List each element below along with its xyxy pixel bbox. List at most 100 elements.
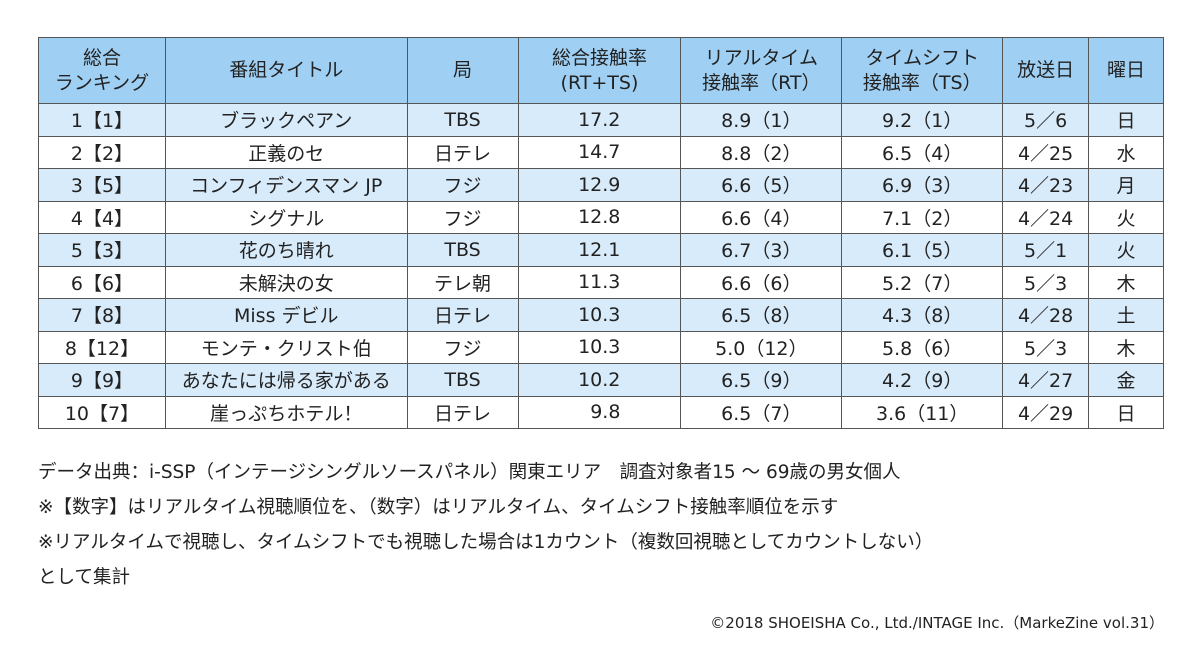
column-header: タイムシフト 接触率（TS） — [841, 37, 1004, 104]
column-header-line: 放送日 — [1017, 59, 1075, 81]
table-cell: 4／29 — [1002, 395, 1090, 429]
table-cell: 4／27 — [1002, 363, 1090, 397]
table-cell: 5【3】 — [38, 233, 166, 267]
table-cell: 6.6（5） — [680, 168, 843, 202]
table-cell: 5.8（6） — [841, 330, 1004, 364]
table-cell: テレ朝 — [406, 265, 519, 299]
table-cell: 4／28 — [1002, 298, 1090, 332]
table-cell: 12.9 — [517, 168, 682, 202]
note-count-cont: として集計 — [38, 567, 130, 588]
table-cell: 日テレ — [406, 395, 519, 429]
column-header-line: 接触率（RT） — [702, 71, 821, 94]
table-cell: 5.2（7） — [841, 265, 1004, 299]
table-cell: 5／3 — [1002, 330, 1090, 364]
table-cell: 5／1 — [1002, 233, 1090, 267]
column-header-line: 接触率（TS） — [862, 71, 982, 94]
table-cell: 6.5（8） — [680, 298, 843, 332]
table-cell: Miss デビル — [164, 298, 408, 332]
table-cell: 12.1 — [517, 233, 682, 267]
copyright: ©2018 SHOEISHA Co., Ltd./INTAGE Inc.（Mar… — [710, 614, 1164, 632]
column-header: 総合接触率 (RT+TS) — [517, 37, 682, 104]
column-header-line: 番組タイトル — [229, 59, 344, 81]
column-header: 放送日 — [1002, 37, 1090, 104]
table-cell: シグナル — [164, 200, 408, 234]
table-cell: 5／3 — [1002, 265, 1090, 299]
table-cell: 7.1（2） — [841, 200, 1004, 234]
table-cell: 日テレ — [406, 298, 519, 332]
column-header-line: リアルタイム — [704, 46, 819, 69]
notes: データ出典：i-SSP（インテージシングルソースパネル）関東エリア 調査対象者1… — [38, 455, 933, 595]
table-row: 4【4】 シグナル フジ 12.8 6.6（4） 7.1（2） 4／24 火 — [38, 200, 1164, 234]
table-cell: 4【4】 — [38, 200, 166, 234]
column-header-line: 局 — [453, 59, 473, 81]
table-cell: 4.2（9） — [841, 363, 1004, 397]
table-cell: 9.8 — [517, 395, 682, 429]
table-cell: 6.6（4） — [680, 200, 843, 234]
table-cell: 11.3 — [517, 265, 682, 299]
table-row: 1【1】 ブラックペアン TBS 17.2 8.9（1） 9.2（1） 5／6 日 — [38, 103, 1164, 137]
note-count: ※リアルタイムで視聴し、タイムシフトでも視聴した場合は1カウント（複数回視聴とし… — [38, 532, 934, 553]
table-cell: 6.6（6） — [680, 265, 843, 299]
column-header-line: ランキング — [54, 71, 150, 94]
column-header: 総合 ランキング — [38, 37, 166, 104]
table-cell: コンフィデンスマン JP — [164, 168, 408, 202]
table-cell: 日 — [1088, 395, 1164, 429]
table-cell: 金 — [1088, 363, 1164, 397]
table-cell: TBS — [406, 363, 519, 397]
table-cell: 6.5（9） — [680, 363, 843, 397]
table-cell: 10.3 — [517, 298, 682, 332]
column-header-line: 曜日 — [1107, 59, 1146, 81]
table-cell: 木 — [1088, 265, 1164, 299]
table-cell: 9.2（1） — [841, 103, 1004, 137]
table-row: 6【6】 未解決の女 テレ朝 11.3 6.6（6） 5.2（7） 5／3 木 — [38, 265, 1164, 299]
table-cell: 6.1（5） — [841, 233, 1004, 267]
table-cell: ブラックペアン — [164, 103, 408, 137]
column-header-line: タイムシフト — [865, 46, 979, 69]
table-cell: 月 — [1088, 168, 1164, 202]
table-cell: 8【12】 — [38, 330, 166, 364]
column-header-line: (RT+TS) — [560, 71, 639, 94]
table-cell: 6【6】 — [38, 265, 166, 299]
table-cell: 10【7】 — [38, 395, 166, 429]
table-cell: 10.3 — [517, 330, 682, 364]
column-header-line: 総合接触率 — [551, 46, 647, 69]
table-cell: モンテ・クリスト伯 — [164, 330, 408, 364]
table-cell: 6.5（4） — [841, 135, 1004, 169]
table-cell: 火 — [1088, 200, 1164, 234]
table-header-row: 総合 ランキング 番組タイトル局総合接触率 (RT+TS) リアルタイム 接触率（RT）タ… — [38, 37, 1164, 104]
table-cell: 花のち晴れ — [164, 233, 408, 267]
note-source: データ出典：i-SSP（インテージシングルソースパネル）関東エリア 調査対象者1… — [38, 462, 901, 483]
table-cell: 崖っぷちホテル！ — [164, 395, 408, 429]
table-cell: フジ — [406, 330, 519, 364]
table-cell: 木 — [1088, 330, 1164, 364]
table-cell: 未解決の女 — [164, 265, 408, 299]
table-cell: 土 — [1088, 298, 1164, 332]
table-cell: 4／24 — [1002, 200, 1090, 234]
table-cell: あなたには帰る家がある — [164, 363, 408, 397]
table-cell: フジ — [406, 168, 519, 202]
column-header: 曜日 — [1088, 37, 1164, 104]
table-cell: 正義のセ — [164, 135, 408, 169]
column-header: リアルタイム 接触率（RT） — [680, 37, 843, 104]
table-row: 8【12】 モンテ・クリスト伯 フジ 10.3 5.0（12） 5.8（6） 5／3 木 — [38, 330, 1164, 364]
table-row: 5【3】 花のち晴れ TBS 12.1 6.7（3） 6.1（5） 5／1 火 — [38, 233, 1164, 267]
table-row: 10【7】 崖っぷちホテル！ 日テレ 9.8 6.5（7） 3.6（11） 4／29 日 — [38, 395, 1164, 429]
table-cell: TBS — [406, 233, 519, 267]
note-legend: ※【数字】はリアルタイム視聴順位を、（数字）はリアルタイム、タイムシフト接触率順… — [38, 497, 839, 518]
table-cell: 日 — [1088, 103, 1164, 137]
table-cell: 火 — [1088, 233, 1164, 267]
table-cell: 14.7 — [517, 135, 682, 169]
table-cell: 4／25 — [1002, 135, 1090, 169]
table-row: 3【5】 コンフィデンスマン JP フジ 12.9 6.6（5） 6.9（3） 4／23 月 — [38, 168, 1164, 202]
table-cell: 5.0（12） — [680, 330, 843, 364]
column-header-line: 総合 — [82, 46, 121, 69]
ranking-table: 総合 ランキング 番組タイトル局総合接触率 (RT+TS) リアルタイム 接触率（RT）タ… — [38, 37, 1164, 429]
table-cell: フジ — [406, 200, 519, 234]
table-cell: 6.7（3） — [680, 233, 843, 267]
column-header: 番組タイトル — [164, 37, 408, 104]
table-cell: 8.9（1） — [680, 103, 843, 137]
table-cell: 12.8 — [517, 200, 682, 234]
table-cell: 3.6（11） — [841, 395, 1004, 429]
table-cell: 17.2 — [517, 103, 682, 137]
table-cell: 10.2 — [517, 363, 682, 397]
